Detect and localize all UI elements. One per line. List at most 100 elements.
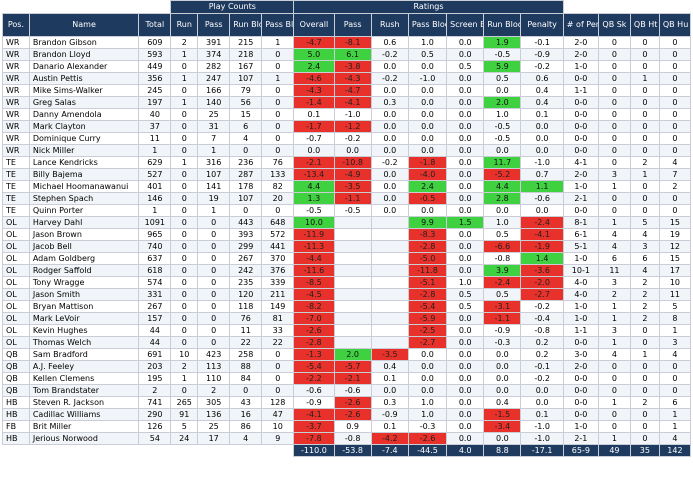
player-name-cell[interactable]: Kevin Hughes (28, 324, 140, 337)
column-header-total-2[interactable]: Total (138, 13, 172, 37)
stat-cell: 9 (261, 432, 295, 445)
column-header-screen-block-11[interactable]: Screen Block (446, 13, 485, 37)
position-cell: OL (2, 228, 30, 241)
player-name-cell[interactable]: Brandon Lloyd (28, 48, 140, 61)
column-header-run-block-12[interactable]: Run Block (483, 13, 522, 37)
stat-cell: 3-0 (562, 348, 599, 361)
column-header-overall-7[interactable]: Overall (293, 13, 335, 37)
stat-cell: -1.0 (520, 432, 564, 445)
stat-cell: 76 (261, 156, 295, 169)
stat-cell: 3 (658, 336, 692, 349)
column-header-qb-hu-17[interactable]: QB Hu (658, 13, 692, 37)
table-row: WR Brandon Gibson 609 2 391 215 1 -4.7 -8.1 0.6 1.… (2, 36, 692, 49)
player-name-cell[interactable]: Jason Brown (28, 228, 140, 241)
player-name-cell[interactable]: Mike Sims-Walker (28, 84, 140, 97)
player-name-cell[interactable]: Adam Goldberg (28, 252, 140, 265)
stat-cell: 287 (229, 168, 263, 181)
player-name-cell[interactable]: Danny Amendola (28, 108, 140, 121)
stat-cell: 629 (138, 156, 172, 169)
stat-cell: 0 (197, 324, 231, 337)
stat-cell: 0 (170, 84, 199, 97)
stat-cell: -11.9 (293, 228, 335, 241)
player-name-cell[interactable]: Stephen Spach (28, 192, 140, 205)
column-header-pos-0[interactable]: Pos. (2, 13, 30, 37)
stat-cell: 265 (170, 396, 199, 409)
play-counts-group-header: Play Counts (170, 0, 295, 14)
player-name-cell[interactable]: Cadillac Williams (28, 408, 140, 421)
column-header-rush-9[interactable]: Rush (370, 13, 409, 37)
column-header-pass-block-10[interactable]: Pass Block (407, 13, 448, 37)
stat-cell: 242 (229, 264, 263, 277)
position-cell: TE (2, 156, 30, 169)
player-name-cell[interactable]: Thomas Welch (28, 336, 140, 349)
column-header-qb-sk-15[interactable]: QB Sk (597, 13, 631, 37)
player-name-cell[interactable]: Jerious Norwood (28, 432, 140, 445)
stat-cell: 0.0 (370, 168, 409, 181)
stat-cell: 1.4 (520, 252, 564, 265)
player-name-cell[interactable]: Mark Clayton (28, 120, 140, 133)
stat-cell: 4 (658, 348, 692, 361)
player-name-cell[interactable]: Jacob Bell (28, 240, 140, 253)
player-name-cell[interactable]: Sam Bradford (28, 348, 140, 361)
stat-cell: 86 (229, 420, 263, 433)
column-header-penalty-13[interactable]: Penalty (520, 13, 564, 37)
column-header-pass-4[interactable]: Pass (197, 13, 231, 37)
player-name-cell[interactable]: Bryan Mattison (28, 300, 140, 313)
player-name-cell[interactable]: Danario Alexander (28, 60, 140, 73)
stat-cell: -2.8 (407, 240, 448, 253)
column-header-run-block-5[interactable]: Run Block (229, 13, 263, 37)
stat-cell: 120 (229, 288, 263, 301)
column-header-qb-ht-16[interactable]: QB Ht (629, 13, 660, 37)
player-name-cell[interactable]: Harvey Dahl (28, 216, 140, 229)
column-header-pass-block-6[interactable]: Pass Block (261, 13, 295, 37)
stat-cell: 0 (597, 144, 631, 157)
column-header-of-pen-14[interactable]: # of Pen (562, 13, 599, 37)
player-name-cell[interactable]: Austin Pettis (28, 72, 140, 85)
player-name-cell[interactable]: Jason Smith (28, 288, 140, 301)
player-name-cell[interactable]: A.J. Feeley (28, 360, 140, 373)
column-header-run-3[interactable]: Run (170, 13, 199, 37)
player-name-cell[interactable]: Steven R. Jackson (28, 396, 140, 409)
player-name-cell[interactable]: Brit Miller (28, 420, 140, 433)
player-name-cell[interactable]: Brandon Gibson (28, 36, 140, 49)
stat-cell: -5.7 (333, 360, 372, 373)
stat-cell: 0 (658, 384, 692, 397)
player-name-cell[interactable]: Michael Hoomanawanui (28, 180, 140, 193)
player-name-cell[interactable]: Dominique Curry (28, 132, 140, 145)
player-name-cell[interactable]: Greg Salas (28, 96, 140, 109)
position-cell: WR (2, 108, 30, 121)
stat-cell: 10 (170, 348, 199, 361)
stat-cell: -1.0 (520, 420, 564, 433)
stat-cell: 1 (170, 72, 199, 85)
stat-cell: -1.8 (407, 156, 448, 169)
column-header-name-1[interactable]: Name (28, 13, 140, 37)
player-name-cell[interactable]: Kellen Clemens (28, 372, 140, 385)
stat-cell: 2 (629, 300, 660, 313)
stat-cell: 0 (658, 132, 692, 145)
player-name-cell[interactable]: Tony Wragge (28, 276, 140, 289)
player-name-cell[interactable]: Lance Kendricks (28, 156, 140, 169)
stat-cell: 10 (658, 276, 692, 289)
player-name-cell[interactable]: Rodger Saffold (28, 264, 140, 277)
stat-cell: -6.6 (483, 240, 522, 253)
player-name-cell[interactable]: Quinn Porter (28, 204, 140, 217)
stat-cell: 1 (597, 216, 631, 229)
total-cell: 49 (597, 444, 631, 457)
stat-cell: -0.9 (370, 408, 409, 421)
stat-cell: 5 (629, 216, 660, 229)
stat-cell: 5.9 (483, 60, 522, 73)
stat-cell: 0.2 (520, 348, 564, 361)
table-row: TE Billy Bajema 527 0 107 287 133 -13.4 -4.9 0.0-… (2, 168, 692, 181)
stat-cell: 1 (597, 432, 631, 445)
position-cell: WR (2, 72, 30, 85)
position-cell: OL (2, 216, 30, 229)
player-name-cell[interactable]: Tom Brandstater (28, 384, 140, 397)
stat-cell: 1-1 (562, 324, 599, 337)
player-name-cell[interactable]: Billy Bajema (28, 168, 140, 181)
total-cell: 65-9 (562, 444, 599, 457)
player-name-cell[interactable]: Nick Miller (28, 144, 140, 157)
player-name-cell[interactable]: Mark LeVoir (28, 312, 140, 325)
stat-cell: -0.9 (293, 396, 335, 409)
stat-cell: -2.1 (293, 156, 335, 169)
column-header-pass-8[interactable]: Pass (333, 13, 372, 37)
